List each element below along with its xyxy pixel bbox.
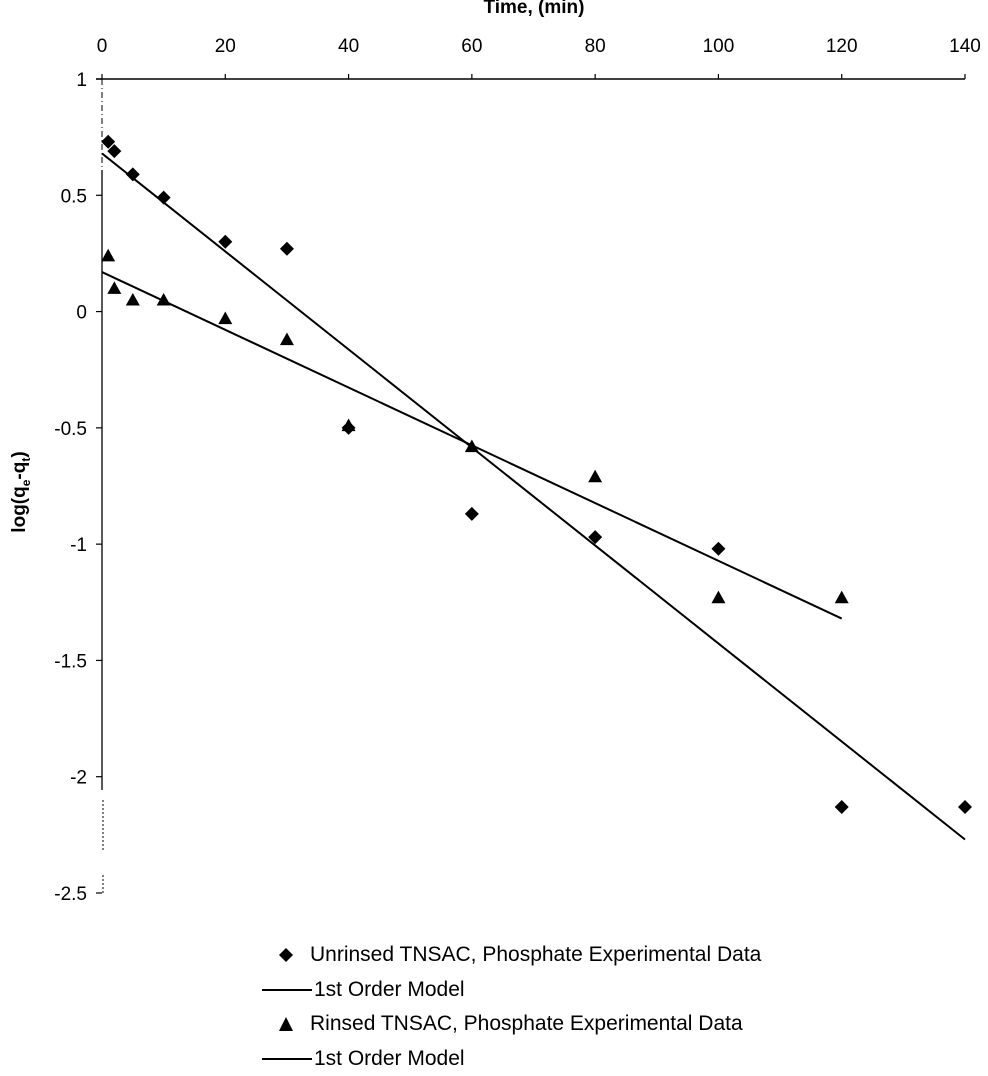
diamond-data-point <box>958 800 972 814</box>
triangle-data-point <box>101 249 115 262</box>
legend-item-unrinsed-data: Unrinsed TNSAC, Phosphate Experimental D… <box>262 938 862 973</box>
diamond-marker-icon <box>262 943 310 967</box>
y-tick-label: 0 <box>76 303 87 324</box>
triangle-data-point <box>711 591 725 604</box>
x-tick-label: 20 <box>215 36 236 57</box>
y-tick-label: -2.5 <box>54 884 87 905</box>
triangle-data-point <box>835 591 849 604</box>
x-tick-label: 80 <box>585 36 606 57</box>
legend-item-model-2: 1st Order Model <box>262 1042 862 1076</box>
triangle-marker-icon <box>262 1012 310 1036</box>
triangle-data-point <box>588 470 602 483</box>
x-tick-label: 60 <box>461 36 482 57</box>
diamond-data-point <box>280 242 294 256</box>
y-axis: 1 0.5 0 -0.5 -1 -1.5 -2 -2.5 <box>54 70 103 905</box>
y-tick-label: 0.5 <box>61 186 87 207</box>
y-axis-title: log(qe-qt) <box>9 451 33 532</box>
plot-area <box>101 135 972 840</box>
y-tick-label: -0.5 <box>54 419 87 440</box>
x-tick-label: 120 <box>826 36 858 57</box>
y-tick-label: -2 <box>70 768 87 789</box>
legend-item-rinsed-data: Rinsed TNSAC, Phosphate Experimental Dat… <box>262 1007 862 1042</box>
legend-label: Rinsed TNSAC, Phosphate Experimental Dat… <box>310 1012 743 1036</box>
model-line-1 <box>102 153 965 839</box>
x-tick-label: 0 <box>97 36 108 57</box>
triangle-data-point <box>280 332 294 345</box>
triangle-data-point <box>218 312 232 325</box>
triangle-data-point <box>342 419 356 432</box>
y-tick-label: 1 <box>76 70 87 91</box>
x-tick-label: 140 <box>949 36 981 57</box>
legend-label: 1st Order Model <box>314 978 465 1002</box>
legend: Unrinsed TNSAC, Phosphate Experimental D… <box>262 938 862 1076</box>
diamond-data-point <box>835 800 849 814</box>
line-marker-icon <box>262 1058 312 1060</box>
triangle-data-point <box>465 439 479 452</box>
line-marker-icon <box>262 989 312 991</box>
y-tick-label: -1.5 <box>54 651 87 672</box>
diamond-data-point <box>465 507 479 521</box>
y-tick-label: -1 <box>70 535 87 556</box>
x-tick-label: 100 <box>703 36 735 57</box>
legend-label: Unrinsed TNSAC, Phosphate Experimental D… <box>310 943 761 967</box>
triangle-data-point <box>126 293 140 306</box>
x-axis: 0 20 40 60 80 100 120 140 <box>96 36 981 79</box>
legend-label: 1st Order Model <box>314 1047 465 1071</box>
diamond-data-point <box>157 191 171 205</box>
x-axis-title: Time, (min) <box>484 0 585 18</box>
diamond-data-point <box>126 167 140 181</box>
diamond-data-point <box>711 542 725 556</box>
triangle-data-point <box>107 281 121 294</box>
legend-item-model-1: 1st Order Model <box>262 973 862 1008</box>
x-tick-label: 40 <box>338 36 359 57</box>
